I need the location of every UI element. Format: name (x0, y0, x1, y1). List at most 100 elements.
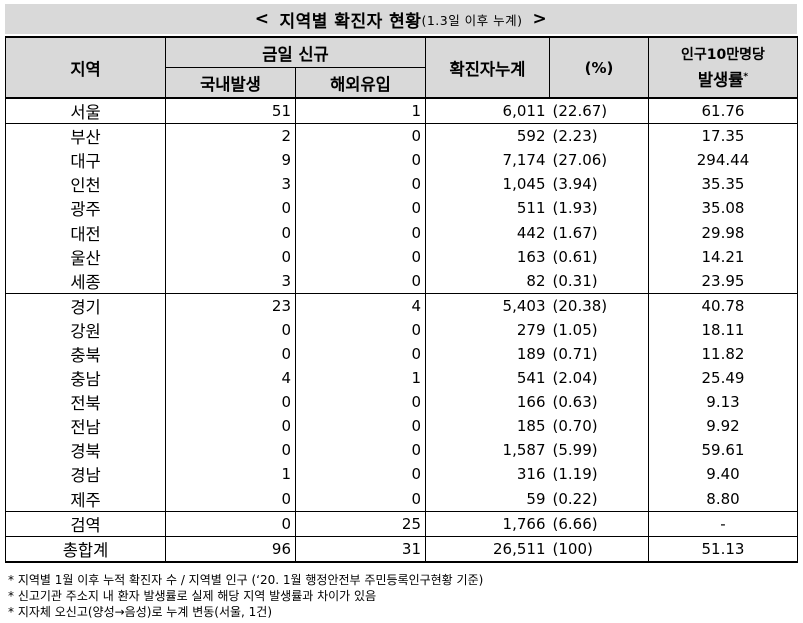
rate-cell: 59.61 (648, 438, 798, 463)
table-row: 충북 0 0 189 (0.71) 11.82 (5, 341, 798, 367)
percent-cell: (20.38) (549, 292, 649, 318)
region-cell: 경남 (5, 462, 166, 487)
percent-cell: (0.70) (549, 414, 649, 439)
overseas-cell: 0 (295, 414, 426, 439)
percent-cell: (1.67) (549, 220, 649, 245)
header-new-cases: 금일 신규 (165, 36, 426, 68)
domestic-cell: 0 (165, 486, 296, 512)
rate-cell: 8.80 (648, 486, 798, 512)
title-close-bracket: > (532, 9, 548, 29)
cumulative-cell: 1,766 (425, 510, 550, 537)
header-region: 지역 (5, 36, 166, 99)
table-row: 경기 23 4 5,403 (20.38) 40.78 (5, 292, 798, 318)
header-rate: 인구10만명당 발생률* (648, 36, 798, 99)
rate-cell: 35.08 (648, 196, 798, 221)
rate-cell: 40.78 (648, 292, 798, 318)
overseas-cell: 1 (295, 98, 426, 124)
percent-cell: (3.94) (549, 172, 649, 197)
header-domestic: 국내발생 (165, 67, 296, 99)
table-row: 광주 0 0 511 (1.93) 35.08 (5, 196, 798, 221)
cumulative-cell: 316 (425, 462, 550, 487)
table-row: 경남 1 0 316 (1.19) 9.40 (5, 462, 798, 487)
overseas-cell: 4 (295, 292, 426, 318)
rate-cell: 9.40 (648, 462, 798, 487)
rate-cell: 61.76 (648, 98, 798, 124)
cumulative-cell: 5,403 (425, 292, 550, 318)
cumulative-cell: 1,045 (425, 172, 550, 197)
domestic-cell: 3 (165, 268, 296, 294)
rate-cell: 35.35 (648, 172, 798, 197)
cumulative-cell: 6,011 (425, 98, 550, 124)
region-cell: 제주 (5, 486, 166, 512)
footnotes: * 지역별 1월 이후 누적 확진자 수 / 지역별 인구 (‘20. 1월 행… (8, 572, 798, 620)
table-body: 서울 51 1 6,011 (22.67) 61.76 부산 2 0 592 (2.23) 17.35… (5, 98, 798, 563)
overseas-cell: 0 (295, 123, 426, 149)
cumulative-cell: 59 (425, 486, 550, 512)
cumulative-cell: 26,511 (425, 535, 550, 563)
percent-cell: (1.19) (549, 462, 649, 487)
table-row: 검역 0 25 1,766 (6.66) - (5, 510, 798, 537)
rate-cell: 17.35 (648, 123, 798, 149)
cumulative-cell: 7,174 (425, 148, 550, 173)
cumulative-cell: 592 (425, 123, 550, 149)
table-row: 세종 3 0 82 (0.31) 23.95 (5, 268, 798, 294)
header-cumulative: 확진자누계 (425, 36, 550, 99)
rate-cell: 11.82 (648, 341, 798, 367)
percent-cell: (6.66) (549, 510, 649, 537)
overseas-cell: 1 (295, 366, 426, 391)
rate-cell: 23.95 (648, 268, 798, 294)
percent-cell: (0.22) (549, 486, 649, 512)
cumulative-cell: 185 (425, 414, 550, 439)
percent-cell: (2.04) (549, 366, 649, 391)
table-row: 대전 0 0 442 (1.67) 29.98 (5, 220, 798, 245)
percent-cell: (5.99) (549, 438, 649, 463)
cumulative-cell: 511 (425, 196, 550, 221)
region-cell: 전남 (5, 414, 166, 439)
domestic-cell: 0 (165, 317, 296, 342)
percent-cell: (0.71) (549, 341, 649, 367)
region-cell: 경기 (5, 292, 166, 318)
overseas-cell: 0 (295, 148, 426, 173)
domestic-cell: 0 (165, 510, 296, 537)
overseas-cell: 31 (295, 535, 426, 563)
table-row: 전남 0 0 185 (0.70) 9.92 (5, 414, 798, 439)
title-main: 지역별 확진자 현황 (279, 11, 422, 32)
overseas-cell: 0 (295, 486, 426, 512)
domestic-cell: 0 (165, 244, 296, 269)
table-row: 전북 0 0 166 (0.63) 9.13 (5, 390, 798, 415)
percent-cell: (2.23) (549, 123, 649, 149)
rate-cell: 9.92 (648, 414, 798, 439)
domestic-cell: 0 (165, 341, 296, 367)
overseas-cell: 0 (295, 220, 426, 245)
region-cell: 세종 (5, 268, 166, 294)
table-row: 제주 0 0 59 (0.22) 8.80 (5, 486, 798, 512)
regional-cases-table: 지역 금일 신규 확진자누계 (%) 인구10만명당 발생률* 국내발생 해외유… (5, 36, 798, 563)
region-cell: 서울 (5, 98, 166, 124)
domestic-cell: 23 (165, 292, 296, 318)
header-rate-line2: 발생률 (697, 70, 744, 90)
domestic-cell: 51 (165, 98, 296, 124)
percent-cell: (1.05) (549, 317, 649, 342)
title-open-bracket: < (254, 9, 270, 29)
header-percent: (%) (549, 36, 649, 99)
header-rate-line1: 인구10만명당 (681, 46, 765, 63)
domestic-cell: 0 (165, 414, 296, 439)
percent-cell: (22.67) (549, 98, 649, 124)
header-rate-mark: * (743, 71, 749, 82)
region-cell: 전북 (5, 390, 166, 415)
region-cell: 강원 (5, 317, 166, 342)
region-cell: 총합계 (5, 535, 166, 563)
cumulative-cell: 279 (425, 317, 550, 342)
table-row: 경북 0 0 1,587 (5.99) 59.61 (5, 438, 798, 463)
footnote: * 지자체 오신고(양성→음성)로 누계 변동(서울, 1건) (8, 605, 273, 619)
domestic-cell: 0 (165, 390, 296, 415)
header-overseas: 해외유입 (295, 67, 426, 99)
cumulative-cell: 442 (425, 220, 550, 245)
percent-cell: (0.63) (549, 390, 649, 415)
table-row: 서울 51 1 6,011 (22.67) 61.76 (5, 98, 798, 124)
table-row: 울산 0 0 163 (0.61) 14.21 (5, 244, 798, 269)
cumulative-cell: 1,587 (425, 438, 550, 463)
table-row: 인천 3 0 1,045 (3.94) 35.35 (5, 172, 798, 197)
table-row: 대구 9 0 7,174 (27.06) 294.44 (5, 148, 798, 173)
domestic-cell: 0 (165, 220, 296, 245)
